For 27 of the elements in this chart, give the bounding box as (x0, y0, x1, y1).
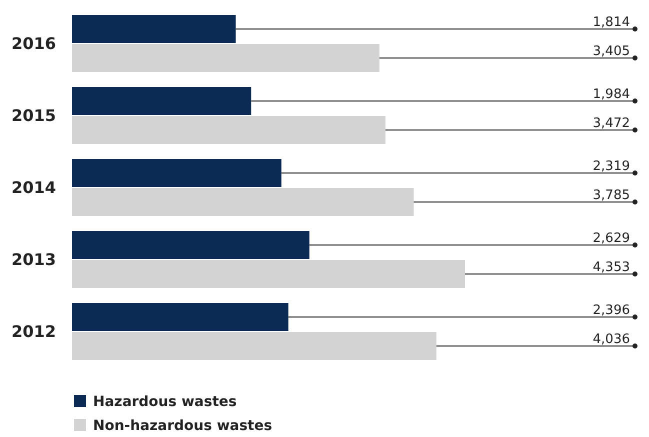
y-tick-label: 2015 (11, 106, 56, 125)
bar (72, 15, 236, 43)
y-tick-label: 2016 (11, 34, 56, 53)
bar (72, 44, 380, 72)
legend-label: Hazardous wastes (93, 394, 237, 410)
y-tick-label: 2012 (11, 322, 56, 341)
bar (72, 260, 465, 288)
data-label: 1,814 (592, 15, 630, 30)
data-label: 2,629 (592, 231, 630, 246)
bar (72, 231, 310, 259)
y-tick-label: 2014 (11, 178, 56, 197)
data-label: 3,405 (592, 44, 630, 59)
bar (72, 303, 288, 331)
bar (72, 188, 414, 216)
bar (72, 116, 386, 144)
bar (72, 87, 252, 115)
bar (72, 332, 436, 360)
data-label: 3,785 (592, 188, 630, 203)
data-label: 2,396 (592, 303, 630, 318)
legend-label: Non-hazardous wastes (93, 418, 272, 434)
bar (72, 159, 282, 187)
data-label: 3,472 (592, 116, 630, 131)
data-label: 4,353 (592, 260, 630, 275)
data-label: 4,036 (592, 332, 630, 347)
data-label: 1,984 (592, 87, 630, 102)
data-label: 2,319 (592, 159, 630, 174)
y-tick-label: 2013 (11, 250, 56, 269)
